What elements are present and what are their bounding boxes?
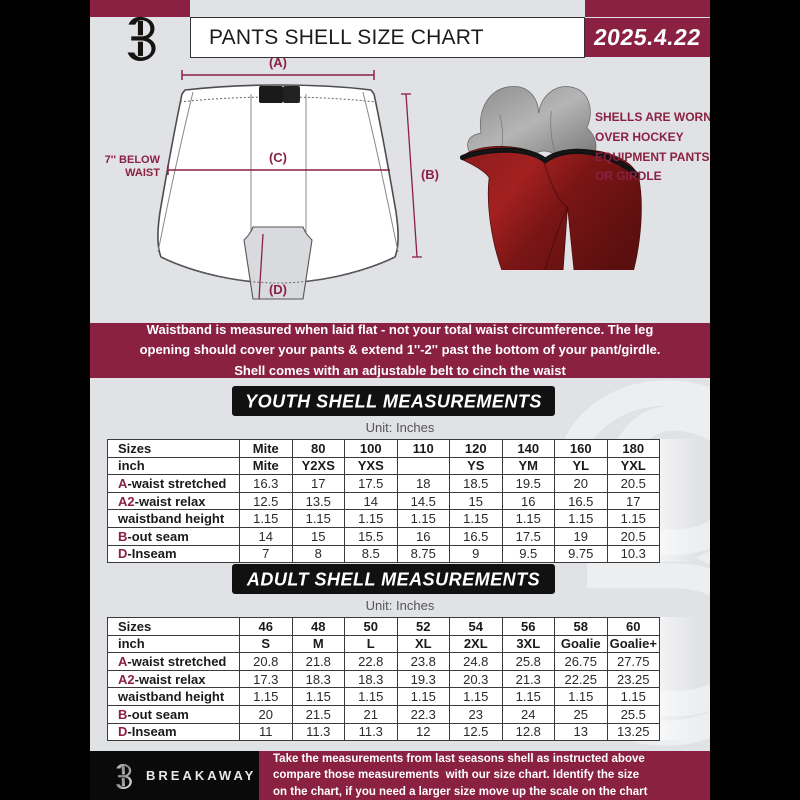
svg-text:(D): (D) — [269, 282, 287, 297]
svg-text:(B): (B) — [421, 167, 439, 182]
svg-text:(C): (C) — [269, 150, 287, 165]
svg-text:(A): (A) — [269, 55, 287, 70]
svg-text:7'' BELOW: 7'' BELOW — [105, 154, 161, 166]
svg-text:WAIST: WAIST — [125, 167, 160, 179]
